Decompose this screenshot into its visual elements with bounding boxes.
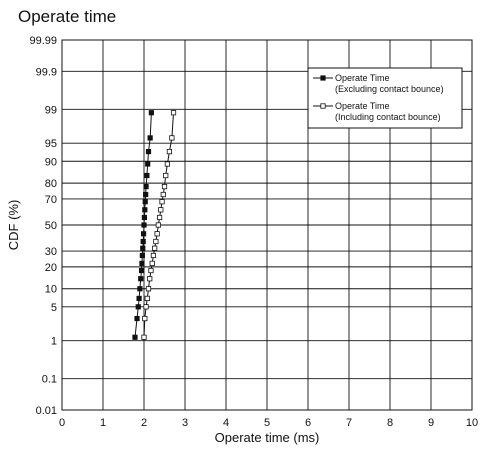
series-layer xyxy=(132,110,177,340)
data-point xyxy=(147,135,153,141)
y-tick-label: 70 xyxy=(45,194,57,206)
data-point xyxy=(142,315,148,322)
data-point xyxy=(139,252,145,259)
data-point xyxy=(143,191,149,198)
data-point xyxy=(138,276,144,282)
series-2 xyxy=(141,110,177,340)
data-point xyxy=(142,199,148,205)
y-tick-label: 30 xyxy=(45,246,57,258)
y-tick-label: 1 xyxy=(51,336,57,348)
data-point xyxy=(140,231,147,237)
data-point xyxy=(164,161,170,167)
data-point xyxy=(134,315,140,322)
x-tick-label: 6 xyxy=(305,417,311,429)
page-title: Operate time xyxy=(18,7,117,26)
legend-marker xyxy=(320,103,326,109)
legend-label: Operate Time xyxy=(335,101,390,111)
y-tick-label: 50 xyxy=(45,220,57,232)
series-1 xyxy=(132,110,154,340)
data-point xyxy=(169,135,175,141)
x-tick-label: 4 xyxy=(223,417,229,429)
data-point xyxy=(141,214,148,221)
x-tick-label: 0 xyxy=(59,417,65,429)
data-point xyxy=(158,207,164,213)
legend-marker xyxy=(320,75,326,81)
data-point xyxy=(170,110,177,116)
data-point xyxy=(145,161,151,167)
y-axis-label: CDF (%) xyxy=(6,200,21,251)
data-point xyxy=(155,222,161,228)
data-point xyxy=(161,183,168,190)
data-point xyxy=(153,238,159,245)
x-tick-label: 7 xyxy=(346,417,352,429)
data-point xyxy=(141,222,147,228)
data-point xyxy=(142,207,148,213)
data-point xyxy=(137,286,143,292)
y-tick-label: 5 xyxy=(51,302,57,314)
data-point xyxy=(140,238,146,245)
data-point xyxy=(148,267,154,274)
data-point xyxy=(132,334,138,340)
data-point xyxy=(144,295,150,302)
data-point xyxy=(149,260,155,267)
x-tick-label: 9 xyxy=(428,417,434,429)
data-point xyxy=(141,334,147,340)
legend: Operate Time(Excluding contact bounce)Op… xyxy=(307,67,463,129)
data-point xyxy=(145,286,152,292)
data-point xyxy=(140,245,146,251)
x-tick-label: 10 xyxy=(466,417,478,429)
data-point xyxy=(150,252,157,259)
data-point xyxy=(160,191,166,198)
data-point xyxy=(139,260,145,267)
data-point xyxy=(136,295,142,302)
data-point xyxy=(145,148,152,155)
legend-box xyxy=(307,67,463,129)
x-tick-label: 3 xyxy=(182,417,188,429)
data-point xyxy=(166,148,173,155)
y-tick-label: 10 xyxy=(45,284,57,296)
x-axis-ticks: 0 1 2 3 4 5 6 7 8 9 10 xyxy=(59,417,478,429)
data-point xyxy=(135,304,141,310)
legend-sublabel: (Including contact bounce) xyxy=(335,112,441,122)
y-tick-label: 99.99 xyxy=(29,35,57,47)
legend-items: Operate Time(Excluding contact bounce)Op… xyxy=(313,73,444,122)
y-tick-label: 80 xyxy=(45,178,57,190)
data-point xyxy=(144,172,150,179)
data-point xyxy=(163,172,169,179)
y-tick-label: 95 xyxy=(45,138,57,150)
y-axis-ticks: 0.01 0.1 1 5 10 20 30 50 70 80 90 95 99 99.9 99.99 xyxy=(29,35,57,417)
data-point xyxy=(152,245,158,251)
x-tick-label: 2 xyxy=(141,417,147,429)
x-tick-label: 1 xyxy=(100,417,106,429)
plot-frame xyxy=(61,39,473,411)
legend-sublabel: (Excluding contact bounce) xyxy=(335,84,444,94)
y-tick-label: 20 xyxy=(45,262,57,274)
y-tick-label: 0.01 xyxy=(36,405,57,417)
x-tick-label: 5 xyxy=(264,417,270,429)
data-point xyxy=(138,267,145,274)
data-point xyxy=(147,276,153,282)
data-point xyxy=(148,110,154,116)
legend-label: Operate Time xyxy=(335,73,390,83)
data-point xyxy=(154,231,160,237)
y-tick-label: 90 xyxy=(45,156,57,168)
data-point xyxy=(143,183,149,190)
data-point xyxy=(159,199,165,205)
y-tick-label: 99.9 xyxy=(36,66,57,78)
x-tick-label: 8 xyxy=(387,417,393,429)
data-point xyxy=(156,214,163,221)
legend-entry: Operate Time(Including contact bounce) xyxy=(313,101,441,122)
y-tick-label: 99 xyxy=(45,104,57,116)
y-tick-label: 0.1 xyxy=(42,374,57,386)
legend-entry: Operate Time(Excluding contact bounce) xyxy=(313,73,444,94)
data-point xyxy=(143,304,149,310)
x-axis-label: Operate time (ms) xyxy=(215,430,320,445)
